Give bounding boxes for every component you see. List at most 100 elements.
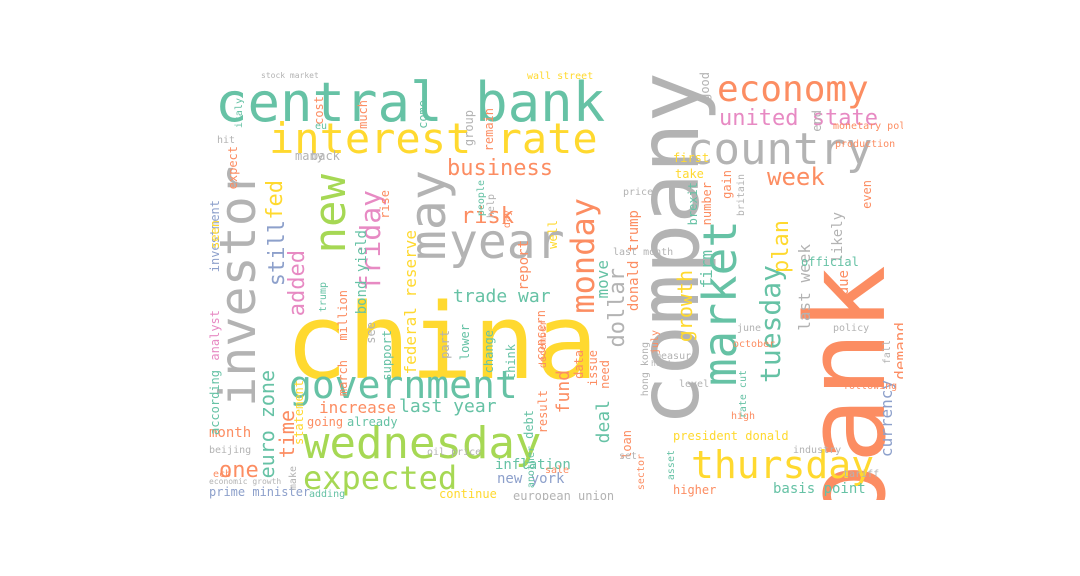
word-official: official (801, 255, 859, 269)
word-week: week (767, 163, 825, 191)
word-adding: adding (309, 489, 346, 500)
word-new-york: new york (497, 471, 565, 487)
word-expect: expect (226, 146, 240, 190)
word-gain: gain (720, 170, 734, 199)
word-one: one (219, 458, 259, 483)
word-prime-minister: prime minister (209, 485, 311, 499)
word-policy: policy (833, 323, 870, 334)
word-production: production (835, 139, 896, 150)
word-due: due (836, 270, 852, 296)
word-united-state: united state (719, 106, 878, 131)
word-think: think (504, 344, 518, 381)
word-donald-trump: donald trump (626, 210, 642, 312)
word-expected: expected (303, 459, 458, 497)
word-many: many (295, 149, 324, 163)
word-sector: sector (636, 454, 647, 491)
word-make: make (288, 466, 299, 491)
word-inflation: inflation (495, 457, 571, 473)
word-plan: plan (769, 220, 794, 273)
word-basis-point: basis point (773, 481, 866, 497)
word-federal-reserve: federal reserve (401, 230, 420, 375)
word-cloud-canvas: china company bank central bank investor wedn… (207, 70, 903, 500)
word-march: march (336, 360, 350, 397)
word-last-year: last year (399, 396, 497, 417)
word-wall-street: wall street (527, 71, 594, 82)
word-wednesday: wednesday (303, 418, 542, 469)
word-december: december (538, 320, 549, 369)
word-economic-growth: economic growth (209, 477, 282, 486)
word-rate-cut: rate cut (738, 370, 749, 419)
word-year: year (449, 214, 565, 270)
word-result: result (536, 390, 550, 434)
word-much: much (356, 100, 370, 129)
word-set: set (619, 451, 638, 462)
word-report: report (516, 240, 532, 291)
word-continue: continue (439, 487, 497, 500)
word-analyst: analyst (208, 310, 222, 361)
word-ecb: ecb (213, 469, 232, 480)
word-sale: sale (545, 465, 570, 476)
word-july: july (650, 330, 661, 355)
word-fund: fund (553, 370, 574, 414)
word-business: business (447, 156, 553, 181)
word-rise: rise (378, 190, 392, 219)
word-asset: asset (666, 450, 677, 481)
word-italy: italy (234, 98, 245, 129)
word-china: china (285, 281, 599, 403)
word-euro-zone: euro zone (255, 370, 279, 479)
word-back: back (311, 149, 340, 163)
word-statement: statement (292, 380, 306, 446)
word-stock-market: stock market (261, 71, 319, 80)
word-risk: risk (461, 204, 514, 229)
word-support: support (380, 330, 394, 381)
word-higher: higher (673, 483, 717, 497)
word-head: head (651, 359, 671, 368)
word-group: group (462, 110, 476, 147)
word-added: added (285, 250, 310, 317)
word-fed: fed (263, 180, 288, 220)
word-interest-rate: interest rate (269, 114, 598, 163)
word-price: price (623, 187, 654, 198)
word-number: number (700, 182, 714, 226)
word-day: day (502, 210, 513, 229)
word-tariff: tariff (843, 469, 880, 480)
word-according: according (208, 370, 222, 436)
word-need: need (598, 360, 612, 389)
word-monetary-policy: monetary policy (833, 121, 903, 132)
word-already: already (347, 415, 398, 429)
word-remain: remain (482, 108, 496, 152)
word-oil-price: oil price (427, 447, 482, 458)
word-end: end (810, 110, 824, 132)
word-firm: firm (697, 250, 716, 289)
word-level: level (679, 379, 710, 390)
word-well: well (546, 220, 560, 249)
word-tuesday: tuesday (754, 265, 787, 384)
word-central-bank: central bank (215, 71, 606, 134)
word-data: data (572, 350, 586, 379)
word-country: country (687, 124, 873, 175)
word-come: come (416, 100, 430, 129)
word-part: part (438, 330, 452, 359)
word-october: october (733, 339, 776, 350)
word-see: see (364, 322, 378, 344)
word-help: help (486, 194, 497, 219)
word-going: going (307, 415, 344, 429)
word-hit: hit (217, 135, 236, 146)
word-president-donald: president donald (673, 429, 789, 443)
word-high: high (731, 411, 756, 422)
word-another: another (526, 446, 537, 489)
word-trade-war: trade war (453, 286, 551, 307)
word-britain: britain (736, 174, 747, 217)
word-debt: debt (522, 410, 536, 439)
word-million: million (336, 290, 350, 341)
word-seen: seen (208, 220, 222, 249)
word-growth: growth (673, 270, 697, 343)
word-june: june (737, 323, 762, 334)
word-demand: demand (891, 322, 903, 380)
word-lower: lower (458, 324, 472, 361)
word-market: market (693, 220, 747, 387)
word-new: new (305, 174, 356, 254)
word-month: month (209, 425, 252, 441)
word-european-union: european union (513, 489, 615, 500)
word-take: take (675, 167, 704, 181)
